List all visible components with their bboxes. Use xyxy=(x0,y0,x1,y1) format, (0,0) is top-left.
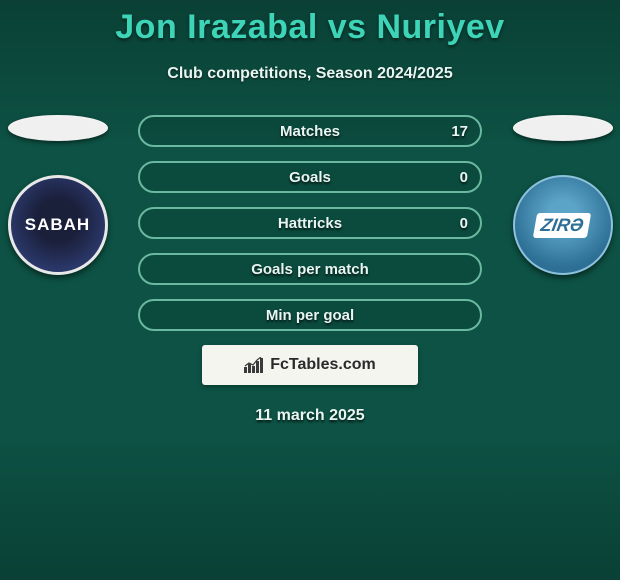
left-player-column: SABAH xyxy=(0,115,115,275)
right-club-label: ZIRƏ xyxy=(533,213,592,238)
stat-label: Min per goal xyxy=(140,307,480,324)
left-club-badge: SABAH xyxy=(8,175,108,275)
stat-label: Matches xyxy=(140,123,480,140)
stat-label: Goals xyxy=(140,169,480,186)
stat-right-value: 0 xyxy=(460,169,468,186)
stat-right-value: 0 xyxy=(460,215,468,232)
branding-badge: FcTables.com xyxy=(202,345,418,385)
page-subtitle: Club competitions, Season 2024/2025 xyxy=(0,65,620,83)
page-title: Jon Irazabal vs Nuriyev xyxy=(0,0,620,47)
branding-text: FcTables.com xyxy=(270,356,376,374)
stat-row-mpg: Min per goal xyxy=(138,299,482,331)
stat-label: Goals per match xyxy=(140,261,480,278)
stat-right-value: 17 xyxy=(451,123,468,140)
stat-row-goals: Goals 0 xyxy=(138,161,482,193)
right-player-column: ZIRƏ xyxy=(505,115,620,275)
chart-bars-icon xyxy=(244,357,264,373)
stat-label: Hattricks xyxy=(140,215,480,232)
footer-date: 11 march 2025 xyxy=(0,407,620,425)
comparison-content: SABAH ZIRƏ Matches 17 Goals 0 Hattricks … xyxy=(0,115,620,425)
right-club-badge: ZIRƏ xyxy=(513,175,613,275)
left-flag-icon xyxy=(8,115,108,141)
stat-row-matches: Matches 17 xyxy=(138,115,482,147)
right-flag-icon xyxy=(513,115,613,141)
stat-row-hattricks: Hattricks 0 xyxy=(138,207,482,239)
stats-table: Matches 17 Goals 0 Hattricks 0 Goals per… xyxy=(138,115,482,331)
stat-row-gpm: Goals per match xyxy=(138,253,482,285)
left-club-label: SABAH xyxy=(25,215,90,235)
